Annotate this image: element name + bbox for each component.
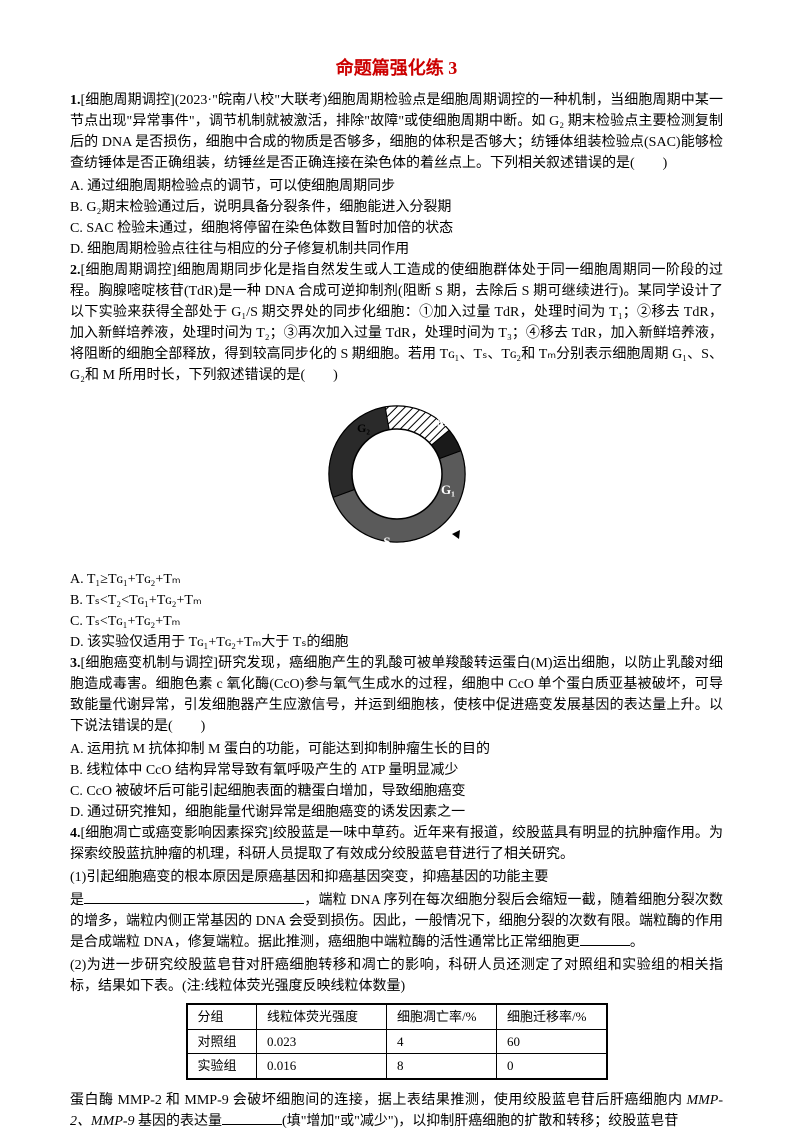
q4-p1line2: 是，端粒 DNA 序列在每次细胞分裂后会缩短一截，随着细胞分裂次数的增多，端粒内… bbox=[70, 890, 723, 953]
q4-text: [细胞凋亡或癌变影响因素探究]绞股蓝是一味中草药。近年来有报道，绞股蓝具有明显的… bbox=[70, 826, 723, 862]
table-row: 对照组 0.023 4 60 bbox=[187, 1029, 607, 1054]
cell: 0 bbox=[497, 1054, 607, 1079]
q1-stem: 1.[细胞周期调控](2023·"皖南八校"大联考)细胞周期检验点是细胞周期调控… bbox=[70, 90, 723, 174]
q2-option-d: D. 该实验仅适用于 Tɢ₁+Tɢ₂+Tₘ大于 Tₛ的细胞 bbox=[70, 632, 723, 653]
cell: 0.016 bbox=[257, 1054, 387, 1079]
q4-p3a: 蛋白酶 MMP-2 和 MMP-9 会破坏细胞间的连接，据上表结果推测，使用绞股… bbox=[70, 1093, 686, 1108]
page-title: 命题篇强化练 3 bbox=[70, 55, 723, 82]
q2-option-b: B. Tₛ<T₂<Tɢ₁+Tɢ₂+Tₘ bbox=[70, 590, 723, 611]
table-row: 实验组 0.016 8 0 bbox=[187, 1054, 607, 1079]
q3-option-d: D. 通过研究推知，细胞能量代谢异常是细胞癌变的诱发因素之一 bbox=[70, 802, 723, 823]
cell-cycle-diagram: G₁ S G₂ M bbox=[70, 394, 723, 561]
q4-p1b: 是 bbox=[70, 893, 84, 908]
q1-option-c: C. SAC 检验未通过，细胞将停留在染色体数目暂时加倍的状态 bbox=[70, 218, 723, 239]
q2-option-c: C. Tₛ<Tɢ₁+Tɢ₂+Tₘ bbox=[70, 611, 723, 632]
q4-p2: (2)为进一步研究绞股蓝皂苷对肝癌细胞转移和凋亡的影响，科研人员还测定了对照组和… bbox=[70, 955, 723, 997]
q4-p3b: 基因的表达量 bbox=[135, 1114, 223, 1129]
svg-text:G₂: G₂ bbox=[357, 421, 370, 435]
q3-stem: 3.[细胞癌变机制与调控]研究发现，癌细胞产生的乳酸可被单羧酸转运蛋白(M)运出… bbox=[70, 653, 723, 737]
cell: 60 bbox=[497, 1029, 607, 1054]
th-1: 线粒体荧光强度 bbox=[257, 1004, 387, 1029]
q2-num: 2. bbox=[70, 263, 81, 278]
cell: 8 bbox=[387, 1054, 497, 1079]
q4-p1: (1)引起细胞癌变的根本原因是原癌基因和抑癌基因突变，抑癌基因的功能主要 bbox=[70, 867, 723, 888]
q2-text: [细胞周期调控]细胞周期同步化是指自然发生或人工造成的使细胞群体处于同一细胞周期… bbox=[70, 263, 723, 383]
q4-p1d: 。 bbox=[630, 935, 644, 950]
blank-2 bbox=[580, 932, 630, 946]
table-header-row: 分组 线粒体荧光强度 细胞凋亡率/% 细胞迁移率/% bbox=[187, 1004, 607, 1029]
q3-option-c: C. CcO 被破坏后可能引起细胞表面的糖蛋白增加，导致细胞癌变 bbox=[70, 781, 723, 802]
svg-text:G₁: G₁ bbox=[441, 482, 455, 497]
blank-1 bbox=[84, 890, 304, 904]
q3-option-b: B. 线粒体中 CcO 结构异常导致有氧呼吸产生的 ATP 量明显减少 bbox=[70, 760, 723, 781]
cell: 0.023 bbox=[257, 1029, 387, 1054]
q3-num: 3. bbox=[70, 656, 81, 671]
q4-p3c: (填"增加"或"减少")，以抑制肝癌细胞的扩散和转移；绞股蓝皂苷 bbox=[282, 1114, 678, 1129]
blank-3 bbox=[222, 1111, 282, 1125]
cell: 实验组 bbox=[187, 1054, 257, 1079]
th-0: 分组 bbox=[187, 1004, 257, 1029]
q4-table: 分组 线粒体荧光强度 细胞凋亡率/% 细胞迁移率/% 对照组 0.023 4 6… bbox=[186, 1003, 608, 1080]
q4-p1a: (1)引起细胞癌变的根本原因是原癌基因和抑癌基因突变，抑癌基因的功能主要 bbox=[70, 870, 548, 885]
q4-p3: 蛋白酶 MMP-2 和 MMP-9 会破坏细胞间的连接，据上表结果推测，使用绞股… bbox=[70, 1090, 723, 1132]
svg-text:M: M bbox=[437, 415, 448, 429]
q4-num: 4. bbox=[70, 826, 81, 841]
q2-option-a: A. T₁≥Tɢ₁+Tɢ₂+Tₘ bbox=[70, 569, 723, 590]
q2-stem: 2.[细胞周期调控]细胞周期同步化是指自然发生或人工造成的使细胞群体处于同一细胞… bbox=[70, 260, 723, 386]
q1-option-a: A. 通过细胞周期检验点的调节，可以使细胞周期同步 bbox=[70, 176, 723, 197]
q1-option-d: D. 细胞周期检验点往往与相应的分子修复机制共同作用 bbox=[70, 239, 723, 260]
q3-text: [细胞癌变机制与调控]研究发现，癌细胞产生的乳酸可被单羧酸转运蛋白(M)运出细胞… bbox=[70, 656, 723, 734]
q1-option-b: B. G₂期末检验通过后，说明具备分裂条件，细胞能进入分裂期 bbox=[70, 197, 723, 218]
q4-stem: 4.[细胞凋亡或癌变影响因素探究]绞股蓝是一味中草药。近年来有报道，绞股蓝具有明… bbox=[70, 823, 723, 865]
q1-text: [细胞周期调控](2023·"皖南八校"大联考)细胞周期检验点是细胞周期调控的一… bbox=[70, 93, 723, 171]
q1-num: 1. bbox=[70, 93, 81, 108]
cell: 对照组 bbox=[187, 1029, 257, 1054]
th-3: 细胞迁移率/% bbox=[497, 1004, 607, 1029]
cell: 4 bbox=[387, 1029, 497, 1054]
th-2: 细胞凋亡率/% bbox=[387, 1004, 497, 1029]
q3-option-a: A. 运用抗 M 抗体抑制 M 蛋白的功能，可能达到抑制肿瘤生长的目的 bbox=[70, 739, 723, 760]
svg-text:S: S bbox=[383, 534, 390, 549]
